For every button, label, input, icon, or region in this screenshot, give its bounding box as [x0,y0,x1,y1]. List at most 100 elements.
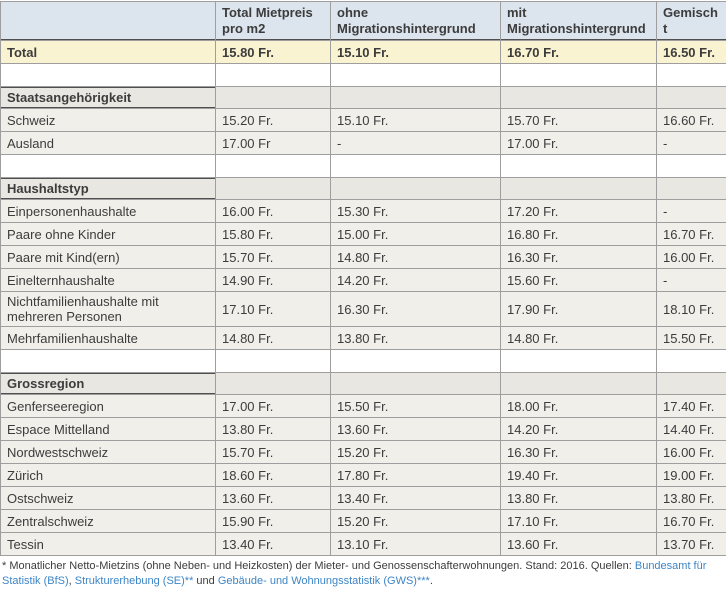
value-cell: 13.60 Fr. [216,487,331,510]
value-cell: 17.40 Fr. [657,395,726,418]
value-cell: 13.40 Fr. [216,533,331,556]
spacer-cell [501,350,657,373]
spacer-cell [331,64,501,87]
row-label: Ostschweiz [1,487,216,510]
spacer-cell [657,350,726,373]
row-label: Schweiz [1,109,216,132]
value-cell: 14.40 Fr. [657,418,726,441]
value-cell: 19.00 Fr. [657,464,726,487]
row-label: Mehrfamilienhaushalte [1,327,216,350]
value-cell: 18.60 Fr. [216,464,331,487]
value-cell: 13.10 Fr. [331,533,501,556]
row-label: Zürich [1,464,216,487]
value-cell: 19.40 Fr. [501,464,657,487]
value-cell: 13.60 Fr. [501,533,657,556]
value-cell: 13.80 Fr. [216,418,331,441]
section-cell [331,373,501,395]
section-cell [331,178,501,200]
value-cell: 16.00 Fr. [657,441,726,464]
spacer-cell [501,155,657,178]
section-cell [216,87,331,109]
value-cell: 15.70 Fr. [501,109,657,132]
value-cell: 14.90 Fr. [216,269,331,292]
value-cell: 13.40 Fr. [331,487,501,510]
section-title: Haushaltstyp [1,178,216,200]
value-cell: 13.70 Fr. [657,533,726,556]
value-cell: 13.80 Fr. [657,487,726,510]
spacer-row [1,350,726,373]
spacer-row [1,64,726,87]
footnote-text: * Monatlicher Netto-Mietzins (ohne Neben… [2,560,635,572]
value-cell: 16.00 Fr. [216,200,331,223]
value-cell: 15.70 Fr. [216,441,331,464]
footnote-text: . [430,575,433,587]
spacer-cell [216,350,331,373]
row-label: Espace Mittelland [1,418,216,441]
value-cell: 17.10 Fr. [216,292,331,327]
value-cell: 18.10 Fr. [657,292,726,327]
value-cell: 15.30 Fr. [331,200,501,223]
section-cell [657,178,726,200]
footnote-link[interactable]: Strukturerhebung (SE)** [75,575,194,587]
value-cell: 14.80 Fr. [216,327,331,350]
section-cell [657,373,726,395]
section-row: Grossregion [1,373,726,395]
value-cell: 18.00 Fr. [501,395,657,418]
spacer-cell [331,155,501,178]
value-cell: 14.20 Fr. [331,269,501,292]
footnote-link[interactable]: Gebäude- und Wohnungsstatistik (GWS)*** [218,575,430,587]
value-cell: 13.80 Fr. [501,487,657,510]
row-label: Paare mit Kind(ern) [1,246,216,269]
value-cell: 17.10 Fr. [501,510,657,533]
column-header: Gemischt [657,2,726,41]
value-cell: 16.30 Fr. [501,441,657,464]
value-cell: 15.10 Fr. [331,41,501,64]
column-header: mit Migrationshintergrund [501,2,657,41]
row-label: Einelternhaushalte [1,269,216,292]
value-cell: 14.80 Fr. [501,327,657,350]
row-label: Nichtfamilienhaushalte mit mehreren Pers… [1,292,216,327]
spacer-cell [216,155,331,178]
value-cell: 15.80 Fr. [216,223,331,246]
section-cell [216,178,331,200]
value-cell: 13.60 Fr. [331,418,501,441]
value-cell: 14.20 Fr. [501,418,657,441]
data-row: Nichtfamilienhaushalte mit mehreren Pers… [1,292,726,327]
value-cell: 13.80 Fr. [331,327,501,350]
spacer-cell [501,64,657,87]
corner-cell [1,2,216,41]
section-cell [501,373,657,395]
value-cell: 14.80 Fr. [331,246,501,269]
row-label-total: Total [1,41,216,64]
section-cell [657,87,726,109]
value-cell: 15.50 Fr. [657,327,726,350]
value-cell: 15.80 Fr. [216,41,331,64]
value-cell: 17.00 Fr [216,132,331,155]
value-cell: 15.10 Fr. [331,109,501,132]
value-cell: 15.90 Fr. [216,510,331,533]
column-header: ohne Migrationshintergrund [331,2,501,41]
value-cell: 17.00 Fr. [216,395,331,418]
value-cell: - [657,200,726,223]
section-cell [331,87,501,109]
value-cell: 17.90 Fr. [501,292,657,327]
value-cell: 15.20 Fr. [331,510,501,533]
row-label: Tessin [1,533,216,556]
data-row: Paare mit Kind(ern)15.70 Fr.14.80 Fr.16.… [1,246,726,269]
value-cell: 16.70 Fr. [657,223,726,246]
footnote-text: und [193,575,217,587]
value-cell: 17.80 Fr. [331,464,501,487]
